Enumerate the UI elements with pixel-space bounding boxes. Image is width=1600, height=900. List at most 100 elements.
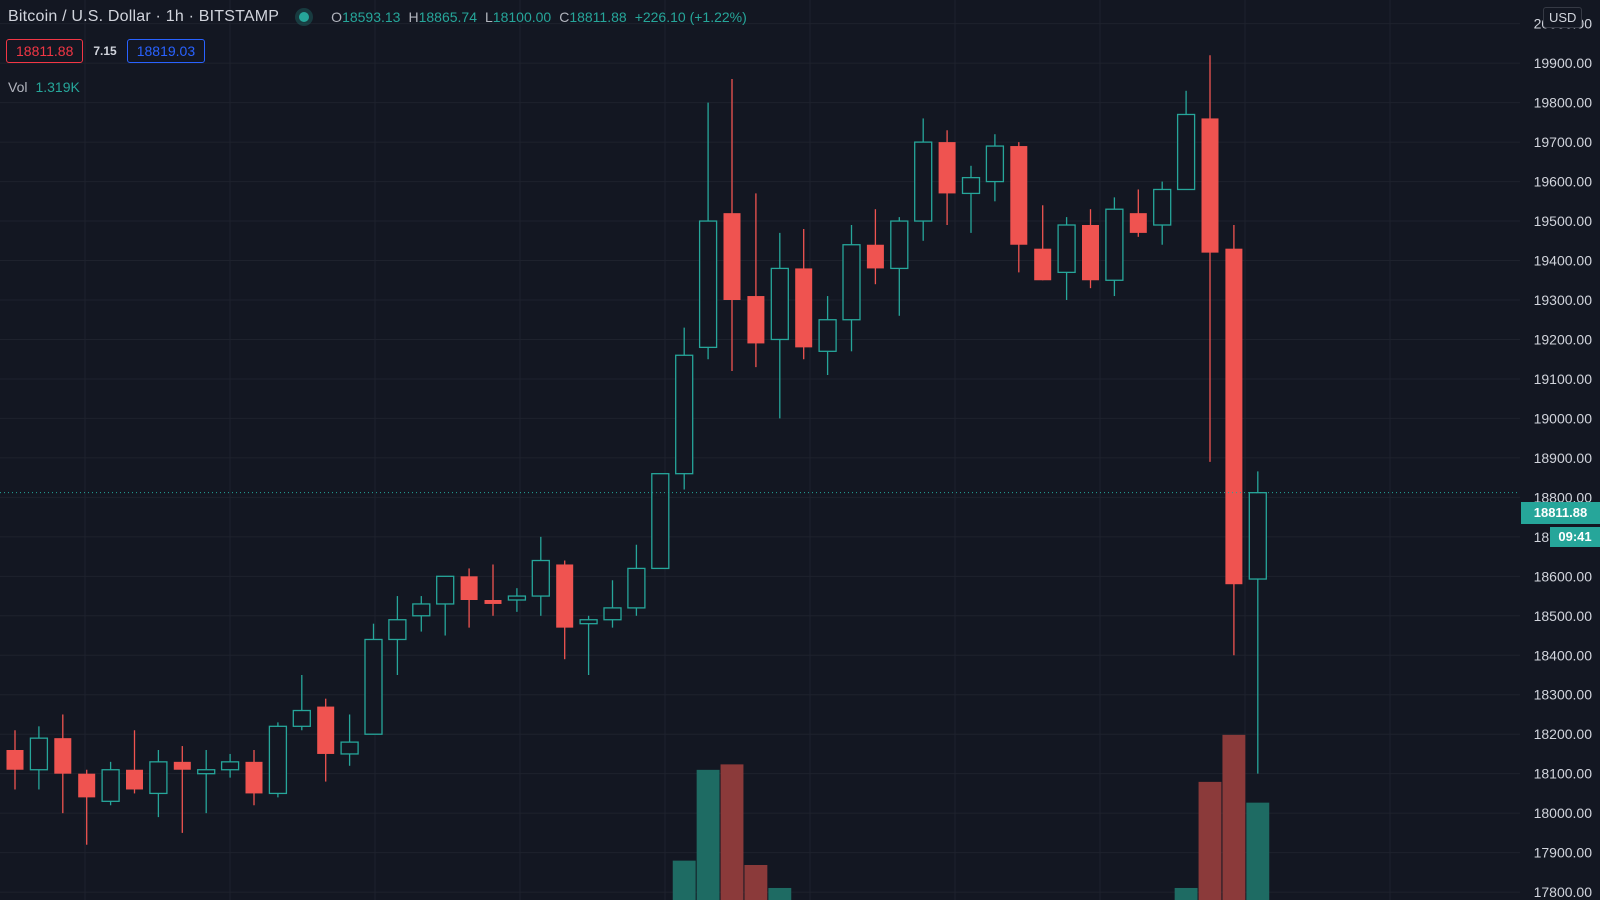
candle xyxy=(1201,55,1219,462)
price-tick-label: 18600.00 xyxy=(1534,568,1593,584)
price-tick-label: 18300.00 xyxy=(1534,687,1593,703)
candle xyxy=(914,118,933,241)
candle xyxy=(436,575,455,636)
price-tick-label: 19100.00 xyxy=(1534,371,1593,387)
candle xyxy=(1010,142,1028,273)
candle-body xyxy=(1010,146,1028,245)
candle-body xyxy=(985,145,1005,183)
candle-body xyxy=(770,267,789,341)
candle-body xyxy=(1248,492,1267,580)
candle xyxy=(675,327,694,490)
candle xyxy=(220,753,240,778)
price-tick-label: 19200.00 xyxy=(1534,331,1593,347)
candle xyxy=(460,568,478,628)
volume-bar xyxy=(1246,802,1270,900)
candle-body xyxy=(890,220,909,270)
price-tick-label: 19500.00 xyxy=(1534,213,1593,229)
candle xyxy=(651,473,670,570)
candle xyxy=(78,769,96,845)
candle xyxy=(866,209,884,285)
price-tick-label: 17900.00 xyxy=(1534,845,1593,861)
price-tick-label: 18500.00 xyxy=(1534,608,1593,624)
candle-body xyxy=(1153,188,1172,226)
candle-body xyxy=(961,176,981,195)
sell-price-button[interactable]: 18811.88 xyxy=(6,39,84,63)
candle-body xyxy=(723,213,741,300)
candles xyxy=(6,55,1267,845)
candle xyxy=(6,730,24,790)
candle-body xyxy=(1082,225,1099,281)
candle xyxy=(1057,217,1076,300)
candle-body xyxy=(460,576,478,600)
price-tick-label: 19300.00 xyxy=(1534,292,1593,308)
price-tick-label: 19600.00 xyxy=(1534,174,1593,190)
price-axis-background xyxy=(1520,0,1600,900)
price-tick-label: 18100.00 xyxy=(1534,766,1593,782)
volume-bar xyxy=(696,769,720,900)
candle-body xyxy=(268,725,288,795)
candle xyxy=(531,536,550,616)
price-axis[interactable]: 17800.00 17900.00 18000.00 18100.00 18200.00… xyxy=(1520,0,1600,900)
candle xyxy=(292,675,311,731)
candle-body xyxy=(173,761,191,770)
candle xyxy=(245,750,263,806)
volume-bar xyxy=(672,860,696,900)
candle-body xyxy=(698,220,718,349)
volume-bar xyxy=(1174,887,1198,900)
volume-label[interactable]: Vol xyxy=(8,79,28,95)
candle-body xyxy=(556,564,574,628)
candle-body xyxy=(1057,224,1076,274)
candle-body xyxy=(436,575,455,605)
candle-body xyxy=(292,709,311,727)
market-status-icon[interactable] xyxy=(299,12,310,22)
candle xyxy=(961,165,981,233)
buy-price-button[interactable]: 18819.03 xyxy=(126,39,206,63)
candle xyxy=(818,296,837,375)
price-tick-label: 18000.00 xyxy=(1534,805,1593,821)
price-tick-label: 19800.00 xyxy=(1534,95,1593,111)
candle-body xyxy=(54,738,72,774)
candle xyxy=(149,750,168,818)
candle xyxy=(747,193,765,368)
high-key: H xyxy=(408,9,419,25)
price-tick-label: 19700.00 xyxy=(1534,134,1593,150)
price-tick-label: 18900.00 xyxy=(1534,450,1593,466)
change-value: +226.10 (+1.22%) xyxy=(634,9,747,25)
candle-body xyxy=(149,761,168,795)
candle-body xyxy=(747,296,765,344)
candle-body xyxy=(1105,208,1124,281)
volume-legend: Vol 1.319K xyxy=(8,79,80,95)
candle xyxy=(1034,205,1052,281)
volume-bar xyxy=(1198,781,1222,900)
candle xyxy=(556,560,574,660)
candle xyxy=(1129,189,1147,237)
chart-grid xyxy=(0,0,1520,900)
volume-bar xyxy=(1222,734,1246,900)
candle xyxy=(938,130,956,225)
bar-countdown-label: 09:41 xyxy=(1550,527,1600,547)
bid-ask-row: 18811.88 7.15 18819.03 xyxy=(6,39,206,63)
candle xyxy=(507,588,527,612)
candle-body xyxy=(1176,113,1196,191)
candle xyxy=(340,714,359,766)
candle-body xyxy=(340,741,359,755)
candle-body xyxy=(6,750,24,770)
candle xyxy=(197,750,216,814)
candle-body xyxy=(1225,248,1243,585)
candle xyxy=(723,78,741,372)
currency-button[interactable]: USD xyxy=(1543,7,1583,28)
candle-body xyxy=(245,761,263,794)
candle xyxy=(795,228,813,360)
candle-body xyxy=(1034,248,1052,281)
candle-body xyxy=(364,638,383,735)
symbol-title[interactable]: Bitcoin / U.S. Dollar · 1h · BITSTAMP xyxy=(8,8,280,25)
candle xyxy=(54,714,72,814)
candle xyxy=(842,225,861,352)
candle-body xyxy=(866,244,884,269)
candle xyxy=(1248,471,1267,774)
candle xyxy=(1153,181,1172,245)
candle xyxy=(484,564,502,616)
candle-body xyxy=(78,773,96,798)
